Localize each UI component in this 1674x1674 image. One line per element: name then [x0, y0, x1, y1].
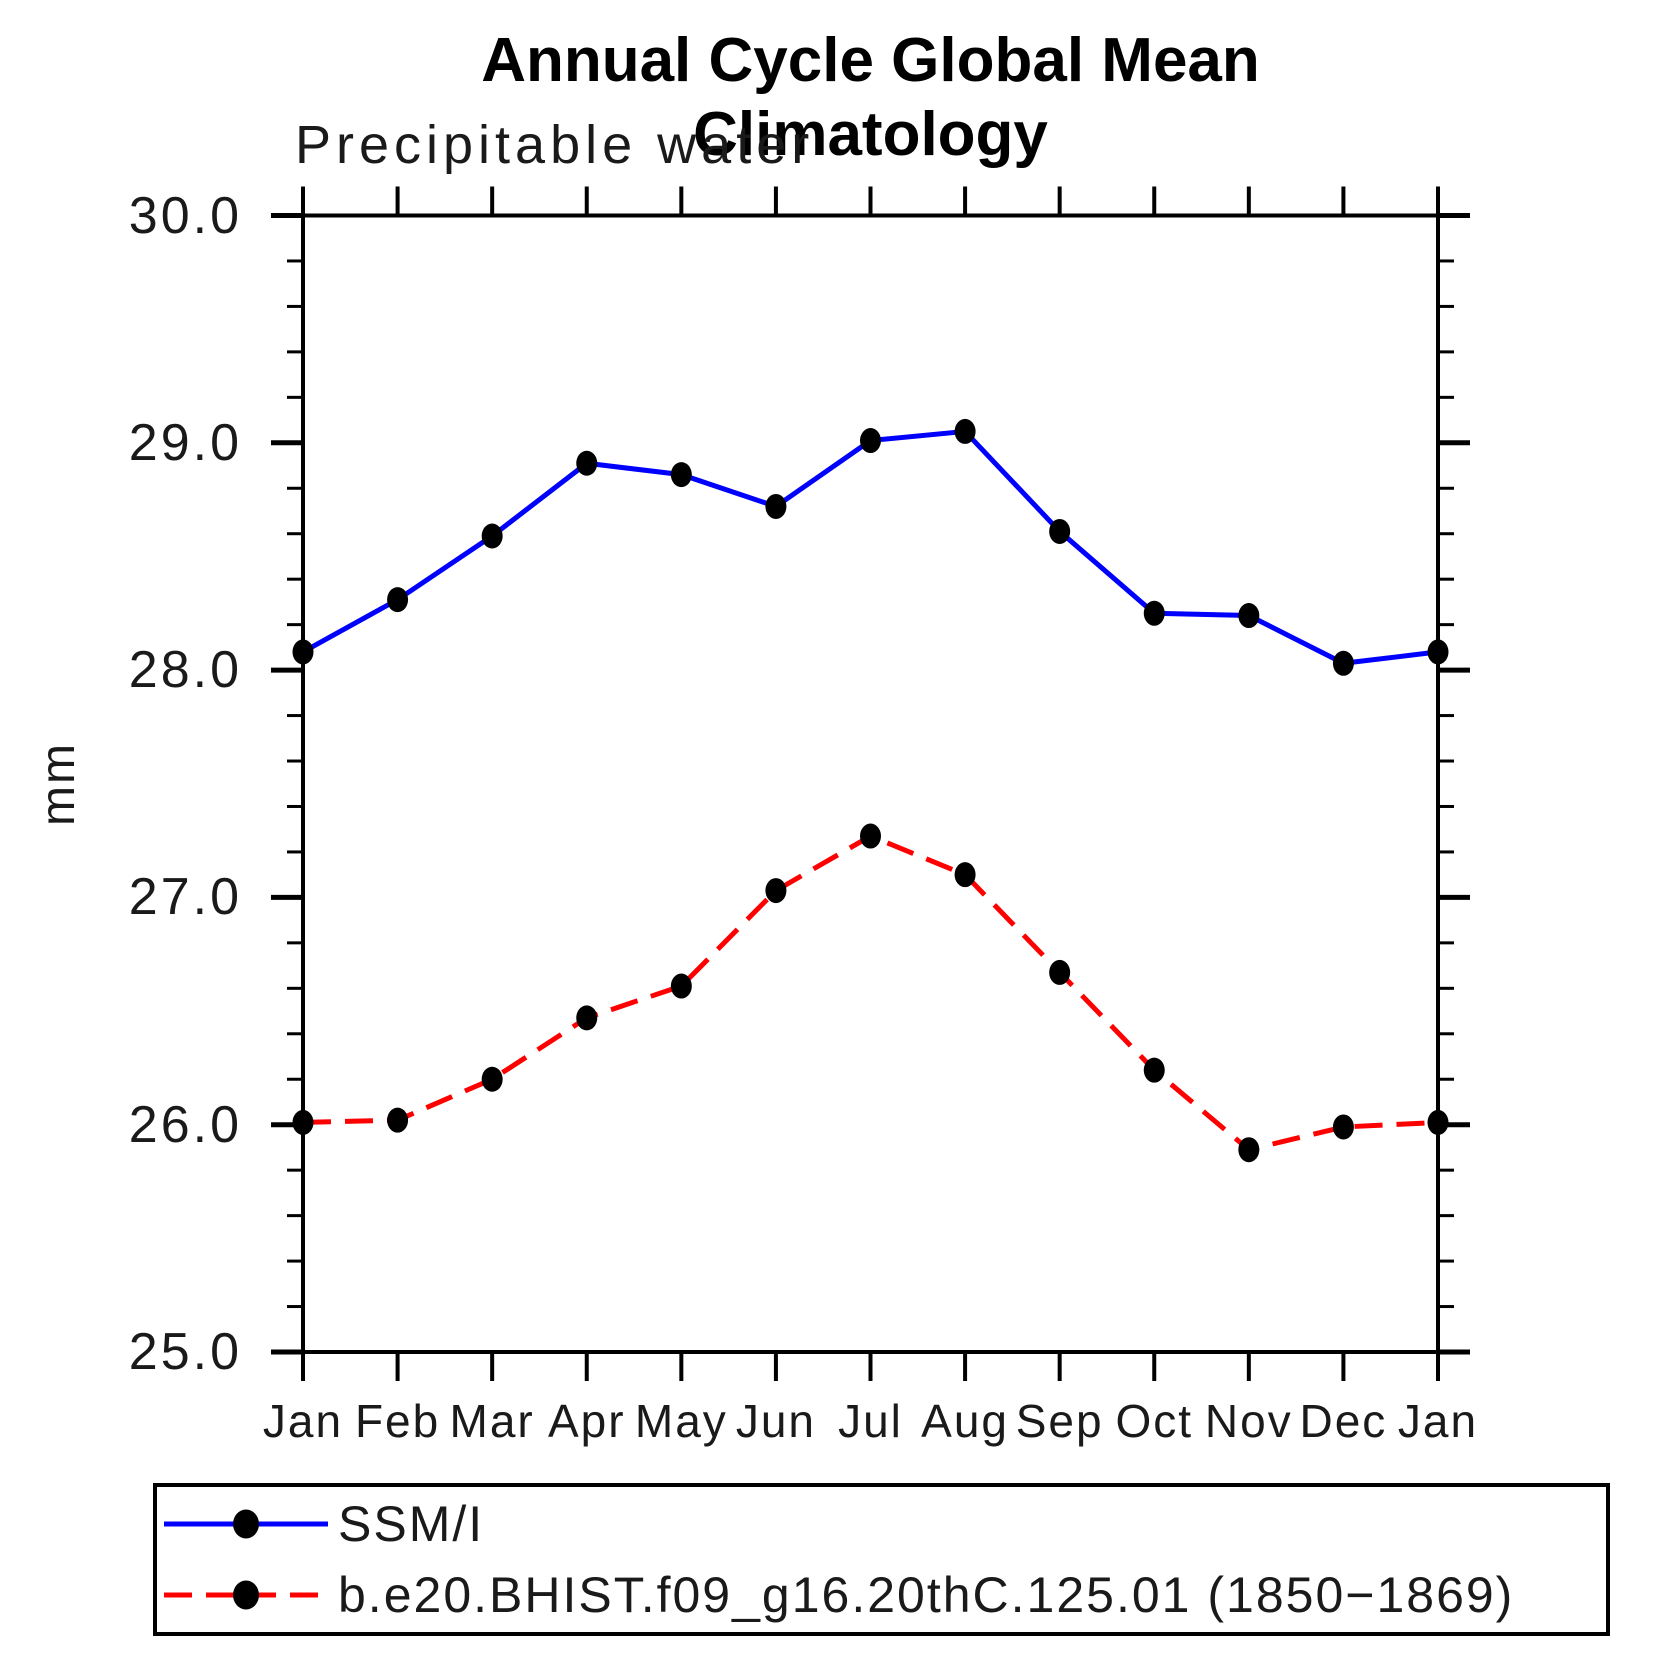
- x-tick-label: Mar: [449, 1395, 535, 1447]
- series-model: [292, 823, 1449, 1163]
- data-point-marker: [576, 450, 598, 476]
- x-tick-label: Jul: [838, 1395, 903, 1447]
- chart-subtitle: Precipitable water: [295, 115, 815, 175]
- data-point-marker: [1049, 959, 1071, 985]
- y-tick-label: 26.0: [128, 1095, 242, 1154]
- x-tick-label: May: [634, 1395, 728, 1447]
- data-point-marker: [670, 462, 692, 488]
- x-tick-label: Oct: [1115, 1395, 1194, 1447]
- y-tick-label: 28.0: [128, 641, 242, 700]
- data-point-marker: [860, 823, 881, 849]
- x-tick-label: Nov: [1204, 1395, 1293, 1447]
- data-point-marker: [670, 973, 692, 999]
- data-point-marker: [576, 1005, 598, 1031]
- data-point-marker: [1049, 518, 1071, 544]
- data-point-marker: [1238, 603, 1260, 629]
- data-point-marker: [1332, 1114, 1354, 1140]
- y-ticks: [271, 213, 1470, 1355]
- x-ticks: [301, 186, 1440, 1381]
- x-tick-label: Sep: [1015, 1395, 1104, 1447]
- legend-marker-icon: [233, 1580, 259, 1610]
- y-tick-label: 30.0: [128, 186, 242, 245]
- y-tick-label: 29.0: [128, 413, 242, 472]
- data-point-marker: [1143, 600, 1165, 626]
- chart-title: Annual Cycle Global Mean Climatology: [481, 26, 1260, 169]
- x-tick-label: Jan: [262, 1395, 344, 1447]
- data-point-marker: [765, 878, 787, 904]
- data-point-marker: [1427, 639, 1449, 665]
- axis-box: [301, 213, 1440, 1354]
- series-line: [302, 833, 1439, 1153]
- data-point-marker: [292, 1109, 314, 1135]
- series-ssmi: [292, 418, 1449, 676]
- data-point-marker: [954, 418, 976, 444]
- x-tick-label: Feb: [354, 1395, 441, 1447]
- legend-row: b.e20.BHIST.f09_g16.20thC.125.01 (1850−1…: [157, 1560, 1606, 1631]
- legend-label: b.e20.BHIST.f09_g16.20thC.125.01 (1850−1…: [338, 1567, 1515, 1623]
- data-point-marker: [387, 1107, 409, 1133]
- data-point-marker: [765, 493, 787, 519]
- data-point-marker: [860, 428, 881, 454]
- data-point-marker: [387, 587, 409, 613]
- legend-marker-icon: [233, 1509, 259, 1539]
- x-tick-label: Jan: [1397, 1395, 1479, 1447]
- series-line: [301, 428, 1439, 666]
- y-tick-label: 25.0: [128, 1323, 242, 1381]
- legend-row: SSM/I: [157, 1489, 1606, 1560]
- y-tick-label: 27.0: [128, 868, 242, 927]
- data-point-marker: [292, 639, 314, 665]
- data-point-marker: [1238, 1137, 1260, 1163]
- legend-line-sample: [164, 1509, 328, 1539]
- data-point-marker: [1332, 650, 1354, 676]
- x-tick-label: Apr: [547, 1395, 626, 1447]
- data-point-marker: [954, 862, 976, 888]
- x-tick-label: Jun: [735, 1395, 816, 1447]
- legend-label: SSM/I: [338, 1496, 485, 1552]
- data-point-marker: [1143, 1057, 1165, 1083]
- data-point-marker: [1427, 1109, 1449, 1135]
- x-tick-label: Dec: [1299, 1395, 1388, 1447]
- data-point-marker: [481, 1066, 503, 1092]
- data-point-marker: [481, 523, 503, 549]
- legend-box: SSM/I b.e20.BHIST.f09_g16.20thC.125.01 (1…: [153, 1483, 1610, 1636]
- legend-line-sample: [164, 1580, 328, 1610]
- x-tick-label: Aug: [921, 1395, 1009, 1447]
